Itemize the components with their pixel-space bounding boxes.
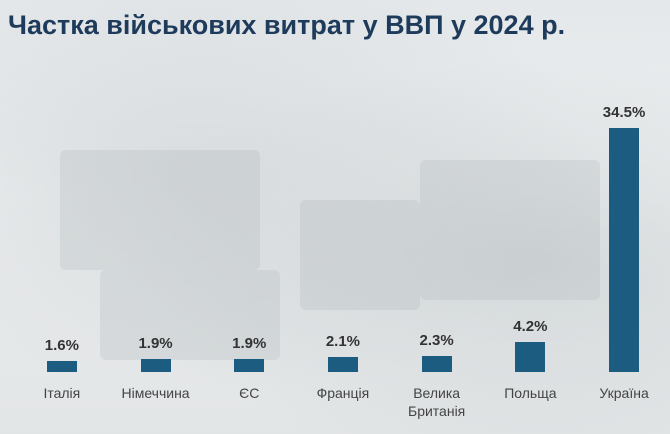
x-tick-label: ЄС [239,385,260,401]
background-shape [420,160,600,300]
bar [140,358,171,372]
value-label: 1.6% [44,336,79,354]
value-label: 34.5% [602,104,646,121]
value-label: 2.3% [419,331,454,349]
value-label: 1.9% [138,334,173,352]
value-label: 2.1% [325,333,361,351]
x-tick-label: Німеччина [121,385,190,401]
bar [609,128,640,372]
x-tick-label: Франція [316,385,370,401]
value-label: 1.9% [232,334,267,352]
x-tick-label: Польща [504,385,557,401]
bar [234,358,265,372]
bar [421,355,452,372]
x-tick-label: Італія [43,385,81,401]
background-shape [100,270,280,360]
value-label: 4.2% [513,318,548,336]
bar [46,360,77,372]
chart-title: Частка військових витрат у ВВП у 2024 р. [8,10,566,40]
background-shape [60,150,260,270]
bar [515,342,546,372]
background-shape [300,200,420,310]
x-tick-label: Велика Британія [408,385,466,419]
x-tick-label: Україна [599,385,649,401]
bar [327,357,358,372]
